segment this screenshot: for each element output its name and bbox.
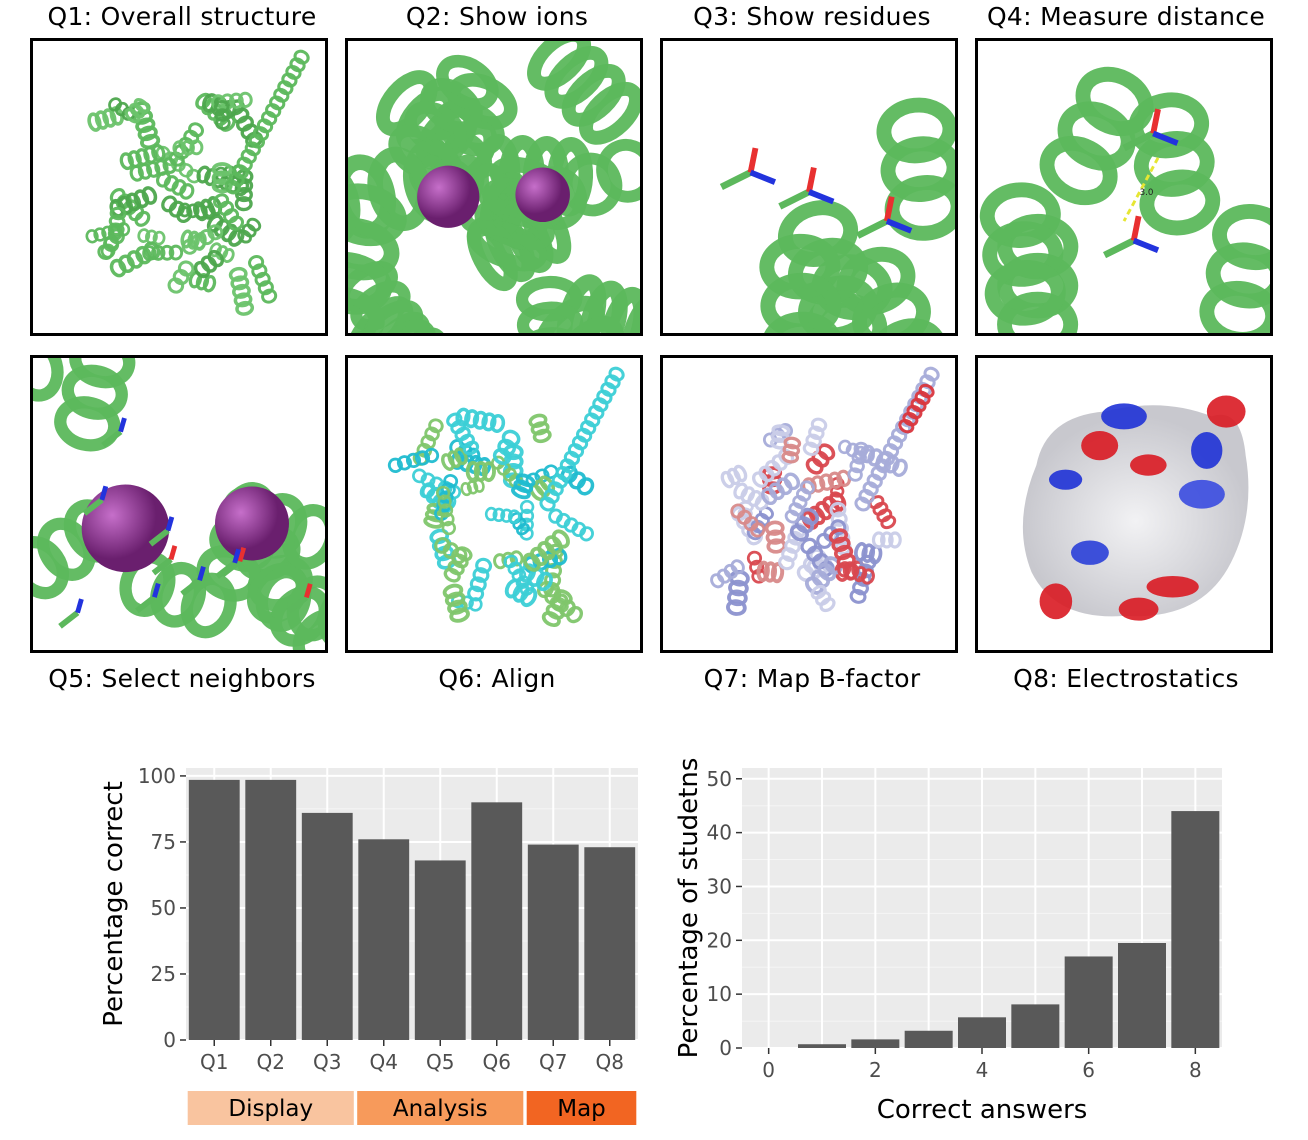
y-tick-label: 75 [151, 830, 176, 854]
panel-caption-4: Q4: Measure distance [986, 2, 1266, 31]
panel-caption-1: Q1: Overall structure [47, 2, 317, 31]
y-tick-label: 50 [151, 896, 176, 920]
x-tick-label: Q8 [596, 1050, 624, 1074]
bar-Q3 [301, 812, 353, 1040]
structure-panel-6 [345, 355, 643, 653]
panel-caption-3: Q3: Show residues [693, 2, 931, 31]
bar-Q1 [188, 779, 240, 1040]
structure-panel-7 [660, 355, 958, 653]
y-tick-label: 10 [707, 982, 732, 1006]
x-tick-label: 2 [869, 1058, 882, 1082]
bar-4 [958, 1017, 1006, 1048]
bar-6 [1064, 956, 1113, 1048]
svg-text:3.0: 3.0 [1140, 188, 1154, 198]
x-tick-label: Q3 [313, 1050, 341, 1074]
structure-panel-1 [30, 38, 328, 336]
y-axis-label: Percentage of studetns [674, 758, 704, 1059]
structure-panel-4: 3.0 [975, 38, 1273, 336]
panel-caption-8: Q8: Electrostatics [1013, 664, 1239, 693]
y-tick-label: 100 [138, 764, 176, 788]
bar-Q6 [471, 802, 523, 1040]
bar-1 [798, 1044, 846, 1048]
bar-2 [851, 1039, 900, 1048]
bar-3 [904, 1030, 953, 1048]
x-tick-label: Q4 [370, 1050, 398, 1074]
y-tick-label: 30 [707, 874, 732, 898]
y-tick-label: 0 [163, 1028, 176, 1052]
group-label-map: Map [557, 1096, 606, 1122]
x-tick-label: Q7 [539, 1050, 567, 1074]
bar-Q5 [414, 860, 466, 1040]
bar-5 [1011, 1004, 1060, 1048]
bar-Q7 [527, 844, 579, 1040]
panel-caption-6: Q6: Align [438, 664, 556, 693]
x-tick-label: Q6 [483, 1050, 511, 1074]
panel-caption-5: Q5: Select neighbors [48, 664, 316, 693]
y-tick-label: 40 [707, 821, 732, 845]
x-tick-label: 4 [976, 1058, 989, 1082]
y-tick-label: 20 [707, 928, 732, 952]
x-tick-label: Q5 [426, 1050, 454, 1074]
y-tick-label: 50 [707, 767, 732, 791]
group-band-map [526, 1091, 637, 1125]
x-tick-label: Q2 [257, 1050, 285, 1074]
panel-caption-7: Q7: Map B-factor [703, 664, 921, 693]
y-axis-label: Percentage correct [99, 781, 129, 1027]
x-tick-label: 0 [762, 1058, 775, 1082]
bar-7 [1118, 943, 1166, 1048]
structure-panel-2 [345, 38, 643, 336]
structure-panel-5 [30, 355, 328, 653]
panel-caption-2: Q2: Show ions [405, 2, 589, 31]
group-band-display [187, 1091, 354, 1125]
bar-Q2 [245, 779, 297, 1040]
x-tick-label: 8 [1189, 1058, 1202, 1082]
y-tick-label: 0 [719, 1036, 732, 1060]
x-tick-label: 6 [1082, 1058, 1095, 1082]
x-axis-label: Correct answers [877, 1095, 1088, 1125]
chart-correct-answers: 0 10 20 30 40 50 0 2 4 6 8 Percentage of studetns Co… [674, 758, 1222, 1125]
group-label-analysis: Analysis [393, 1096, 488, 1122]
group-label-display: Display [228, 1096, 313, 1122]
bar-Q4 [358, 839, 410, 1040]
x-tick-label: Q1 [200, 1050, 228, 1074]
bar-Q8 [584, 847, 636, 1040]
group-band-analysis [357, 1091, 524, 1125]
structure-panel-8 [975, 355, 1273, 653]
bar-8 [1171, 811, 1220, 1048]
chart-percentage-correct: 0 25 50 75 100 Q1 Q2 Q3 Q4 Q5 Q6 Q7 Q8 Percentage cor… [99, 764, 638, 1125]
y-tick-label: 25 [151, 962, 176, 986]
structure-panel-3 [660, 38, 958, 336]
